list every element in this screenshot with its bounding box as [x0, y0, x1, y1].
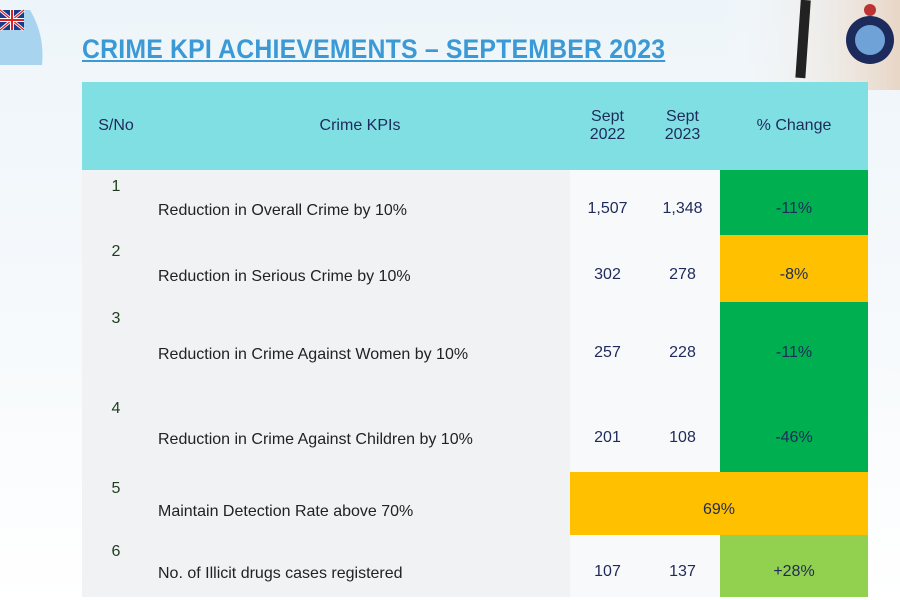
header-cell: S/No — [82, 82, 150, 170]
header-cell: Sept 2023 — [645, 82, 720, 170]
value-2022: 257 — [570, 302, 645, 392]
sno: 2 — [82, 235, 150, 302]
kpi: Reduction in Overall Crime by 10% — [150, 170, 570, 235]
change: +28% — [720, 535, 868, 597]
change: -8% — [720, 235, 868, 302]
value-2023: 108 — [645, 392, 720, 472]
header-row: S/No Crime KPIs Sept 2022 Sept 2023 % Ch… — [82, 82, 868, 170]
sno: 6 — [82, 535, 150, 597]
kpi-table: S/No Crime KPIs Sept 2022 Sept 2023 % Ch… — [82, 82, 868, 597]
sno: 4 — [82, 392, 150, 472]
kpi: Reduction in Crime Against Children by 1… — [150, 392, 570, 472]
kpi: Reduction in Serious Crime by 10% — [150, 235, 570, 302]
value-2023: 228 — [645, 302, 720, 392]
header-cell: % Change — [720, 82, 868, 170]
kpi: Reduction in Crime Against Women by 10% — [150, 302, 570, 392]
slide-title: CRIME KPI ACHIEVEMENTS – SEPTEMBER 2023 — [82, 34, 666, 64]
flag-decoration — [0, 8, 43, 65]
value-2023: 1,348 — [645, 170, 720, 235]
sno: 3 — [82, 302, 150, 392]
row: 4 Reduction in Crime Against Children by… — [82, 392, 868, 472]
change: -46% — [720, 392, 868, 472]
header-cell: Sept 2022 — [570, 82, 645, 170]
change: -11% — [720, 170, 868, 235]
header-cell: Crime KPIs — [150, 82, 570, 170]
header-photo — [720, 0, 900, 90]
row: 5 Maintain Detection Rate above 70% 69% — [82, 472, 868, 535]
row: 6 No. of Illicit drugs cases registered … — [82, 535, 868, 597]
sno: 5 — [82, 472, 150, 535]
row: 3 Reduction in Crime Against Women by 10… — [82, 302, 868, 392]
sno: 1 — [82, 170, 150, 235]
row: 1 Reduction in Overall Crime by 10% 1,50… — [82, 170, 868, 235]
kpi: No. of Illicit drugs cases registered — [150, 535, 570, 597]
value-2022: 1,507 — [570, 170, 645, 235]
value-2022: 201 — [570, 392, 645, 472]
value-2023: 278 — [645, 235, 720, 302]
detection-rate: 69% — [570, 472, 868, 535]
value-2023: 137 — [645, 535, 720, 597]
kpi: Maintain Detection Rate above 70% — [150, 472, 570, 535]
row: 2 Reduction in Serious Crime by 10% 302 … — [82, 235, 868, 302]
change: -11% — [720, 302, 868, 392]
value-2022: 107 — [570, 535, 645, 597]
value-2022: 302 — [570, 235, 645, 302]
